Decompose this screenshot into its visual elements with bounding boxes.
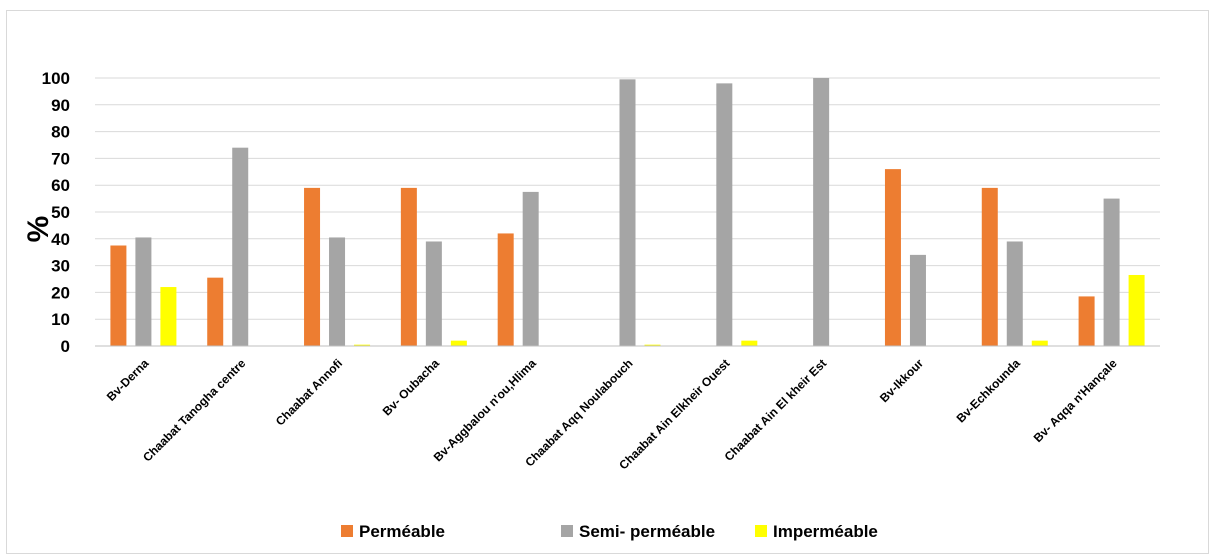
bar-3-4 [450, 340, 467, 346]
bars [110, 78, 1145, 347]
bar-3-10 [1031, 340, 1048, 346]
bar-1-11 [1078, 296, 1095, 346]
legend: Perméable Semi- perméable Imperméable [341, 522, 878, 541]
bar-2-11 [1103, 198, 1120, 346]
bar-1-9 [884, 169, 901, 346]
legend-swatch [561, 525, 573, 537]
bar-2-2 [232, 147, 249, 346]
y-tick-label: 30 [51, 257, 70, 276]
bar-1-1 [110, 245, 127, 346]
legend-label: Imperméable [773, 522, 878, 541]
bar-1-10 [981, 187, 998, 346]
bar-2-3 [329, 237, 346, 346]
bar-3-1 [160, 287, 177, 346]
x-tick-label: Chaabat Ain Elkheir Ouest [616, 356, 732, 472]
x-tick-label: Bv- Oubacha [380, 356, 442, 418]
bar-1-3 [304, 187, 321, 346]
bar-1-2 [207, 277, 224, 346]
bar-2-4 [425, 241, 442, 346]
legend-swatch [755, 525, 767, 537]
y-tick-label: 50 [51, 203, 70, 222]
bar-2-10 [1006, 241, 1023, 346]
bar-2-1 [135, 237, 152, 346]
y-tick-label: 100 [42, 69, 70, 88]
y-tick-label: 70 [51, 149, 70, 168]
y-tick-label: 20 [51, 283, 70, 302]
x-tick-label: Bv-Ikkour [877, 356, 926, 405]
bar-3-11 [1128, 274, 1145, 346]
x-tick-label: Chaabat Tanogha centre [140, 356, 249, 465]
bar-3-6 [644, 344, 661, 346]
bar-2-5 [522, 191, 539, 346]
legend-label: Perméable [359, 522, 445, 541]
x-tick-label: Chaabat Ain El kheir Est [722, 356, 830, 464]
y-tick-label: 10 [51, 310, 70, 329]
bar-2-8 [813, 78, 830, 346]
legend-swatch [341, 525, 353, 537]
bar-2-7 [716, 83, 733, 347]
bar-3-7 [741, 340, 758, 346]
y-tick-label: 0 [61, 337, 70, 356]
x-tick-label: Bv- Aqqa n'Hançale [1031, 356, 1120, 445]
legend-label: Semi- perméable [579, 522, 715, 541]
bar-2-9 [909, 254, 926, 346]
y-tick-label: 60 [51, 176, 70, 195]
bar-2-6 [619, 79, 636, 346]
y-tick-label: 80 [51, 123, 70, 142]
x-tick-label: Bv-Echkounda [954, 356, 1024, 426]
bar-1-5 [497, 233, 514, 346]
y-tick-label: 90 [51, 96, 70, 115]
chart-frame: 0 10 20 30 40 50 60 70 80 90 100 % Bv-Derna Chaabat… [6, 10, 1209, 554]
y-tick-label: 40 [51, 230, 70, 249]
x-tick-label: Chaabat Annofi [273, 356, 345, 428]
x-tick-label: Bv-Aggbalou n'ou,Hlima [431, 356, 539, 464]
bar-3-3 [354, 344, 371, 346]
bar-1-4 [400, 187, 417, 346]
x-tick-label: Chaabat Aqq Noulabouch [522, 356, 635, 469]
x-tick-label: Bv-Derna [104, 356, 152, 404]
y-axis-label: % [22, 216, 55, 243]
y-axis-ticks: 0 10 20 30 40 50 60 70 80 90 100 [42, 69, 70, 356]
